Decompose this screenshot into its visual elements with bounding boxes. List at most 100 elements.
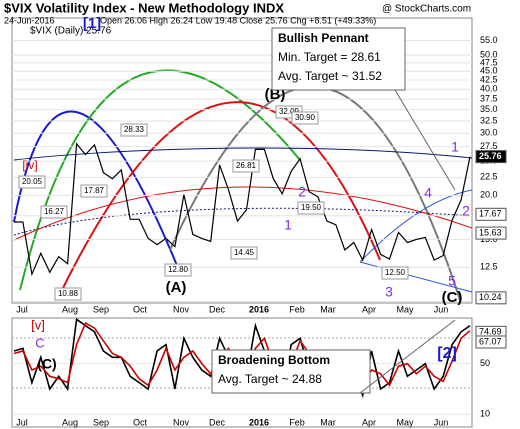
label-box bbox=[54, 287, 82, 301]
box-line: Bullish Pennant bbox=[278, 31, 369, 45]
annotation: (C) bbox=[442, 289, 463, 306]
pointer bbox=[394, 89, 456, 191]
value-tag-label: 10.24 bbox=[479, 292, 502, 302]
watermark: @ StockCharts.com bbox=[382, 4, 471, 15]
x-tick-label: Oct bbox=[133, 304, 148, 314]
title: $VIX Volatility Index - New Methodology … bbox=[4, 0, 284, 15]
x-tick-label: Aug bbox=[62, 304, 78, 314]
value-tag-label: 25.76 bbox=[479, 151, 502, 161]
annotation: C bbox=[35, 335, 44, 350]
y-tick-label: 10 bbox=[480, 409, 490, 419]
box-line: Avg. Target ~ 24.88 bbox=[218, 372, 322, 386]
label-box bbox=[164, 263, 192, 277]
y-tick-label: 50 bbox=[480, 358, 490, 368]
annotation: 32.09 bbox=[279, 107, 300, 116]
annotation: 10.88 bbox=[58, 289, 79, 298]
annotation: 20.05 bbox=[22, 177, 43, 186]
x-tick-label: Oct bbox=[133, 417, 148, 427]
cycle-arcs bbox=[13, 69, 473, 301]
annotation: (C) bbox=[37, 356, 56, 372]
x-tick-label: Apr bbox=[362, 304, 376, 314]
label-box bbox=[232, 159, 260, 173]
x-tick-label: Jun bbox=[434, 304, 449, 314]
box-line: Avg. Target ~ 31.52 bbox=[278, 69, 382, 83]
date: 24-Jun-2016 bbox=[4, 15, 55, 25]
annotation: 19.50 bbox=[301, 203, 322, 212]
annotation: 1 bbox=[451, 139, 459, 155]
x-tick-label: Sep bbox=[93, 304, 109, 314]
x-tick-label: May bbox=[396, 304, 414, 314]
label-box bbox=[230, 246, 258, 260]
x-tick-label: 2016 bbox=[249, 304, 269, 314]
x-tick-label: Dec bbox=[209, 417, 226, 427]
value-tag-label: 67.07 bbox=[479, 336, 502, 346]
label-box bbox=[40, 205, 68, 219]
y-tick-label: 20.0 bbox=[480, 190, 498, 200]
y-tick-label: 27.5 bbox=[480, 141, 498, 151]
annotation: 4 bbox=[424, 185, 432, 201]
label-box bbox=[18, 175, 46, 189]
pointer bbox=[359, 319, 456, 394]
series-line bbox=[14, 142, 471, 277]
value-tag bbox=[475, 207, 507, 221]
x-tick-label: Jun bbox=[434, 417, 449, 427]
x-tick-label: Aug bbox=[62, 417, 78, 427]
annotation: 14.45 bbox=[234, 248, 255, 257]
oscillator-panel bbox=[11, 317, 473, 428]
annotation: (A) bbox=[166, 279, 187, 296]
average-line bbox=[13, 186, 473, 241]
label-box bbox=[297, 201, 325, 215]
x-tick-label: 2016 bbox=[249, 417, 269, 427]
box-line: Broadening Bottom bbox=[218, 353, 330, 367]
value-tag-label: 15.63 bbox=[479, 227, 502, 237]
x-tick-label: Mar bbox=[320, 304, 336, 314]
annotation: 26.81 bbox=[236, 161, 257, 170]
annotation: 5 bbox=[448, 273, 456, 289]
value-tag bbox=[475, 150, 507, 164]
label-box bbox=[381, 266, 409, 280]
annotation: [2] bbox=[437, 345, 457, 362]
x-tick-label: Jul bbox=[16, 304, 28, 314]
band-line bbox=[13, 147, 473, 161]
annotation: 28.33 bbox=[124, 125, 145, 134]
annotation: [v] bbox=[31, 317, 45, 332]
x-tick-label: Nov bbox=[173, 417, 190, 427]
text-box bbox=[271, 27, 406, 91]
annotation: 2 bbox=[298, 184, 306, 200]
annotation: [iv] bbox=[22, 158, 37, 172]
y-tick-label: 22.5 bbox=[480, 172, 498, 182]
label-box bbox=[80, 184, 108, 198]
annotation: 12.80 bbox=[168, 265, 189, 274]
text-box bbox=[211, 349, 371, 394]
annotation: 17.87 bbox=[84, 186, 105, 195]
x-tick-label: Apr bbox=[362, 417, 376, 427]
trend-line bbox=[359, 189, 473, 263]
y-tick-label: 37.5 bbox=[480, 93, 498, 103]
x-tick-label: Sep bbox=[93, 417, 109, 427]
annotation: 30.90 bbox=[295, 113, 316, 122]
box-line: Min. Target = 28.61 bbox=[278, 50, 381, 64]
value-tag bbox=[475, 291, 507, 305]
annotation: 2 bbox=[462, 203, 470, 219]
x-tick-label: Feb bbox=[289, 417, 305, 427]
band-line bbox=[13, 207, 473, 236]
annotation: 1 bbox=[284, 217, 292, 233]
quote: Open 26.06 High 26.24 Low 19.48 Close 25… bbox=[100, 15, 376, 25]
x-tick-label: Dec bbox=[209, 304, 226, 314]
annotation: 12.50 bbox=[385, 268, 406, 277]
legend-label: $VIX (Daily) 25.76 bbox=[30, 26, 112, 37]
y-tick-label: 30.0 bbox=[480, 128, 498, 138]
x-tick-label: Mar bbox=[320, 417, 336, 427]
value-tag-label: 74.69 bbox=[479, 327, 502, 337]
y-tick-label: 42.5 bbox=[480, 74, 498, 84]
arc bbox=[19, 69, 301, 291]
value-tag bbox=[475, 335, 507, 349]
x-tick-label: Feb bbox=[289, 304, 305, 314]
annotation: [1] bbox=[83, 15, 101, 32]
value-tag-label: 17.67 bbox=[479, 209, 502, 219]
arc bbox=[61, 101, 381, 291]
x-tick-label: Jul bbox=[16, 417, 28, 427]
y-tick-label: 47.5 bbox=[480, 57, 498, 67]
price-panel bbox=[11, 17, 473, 304]
